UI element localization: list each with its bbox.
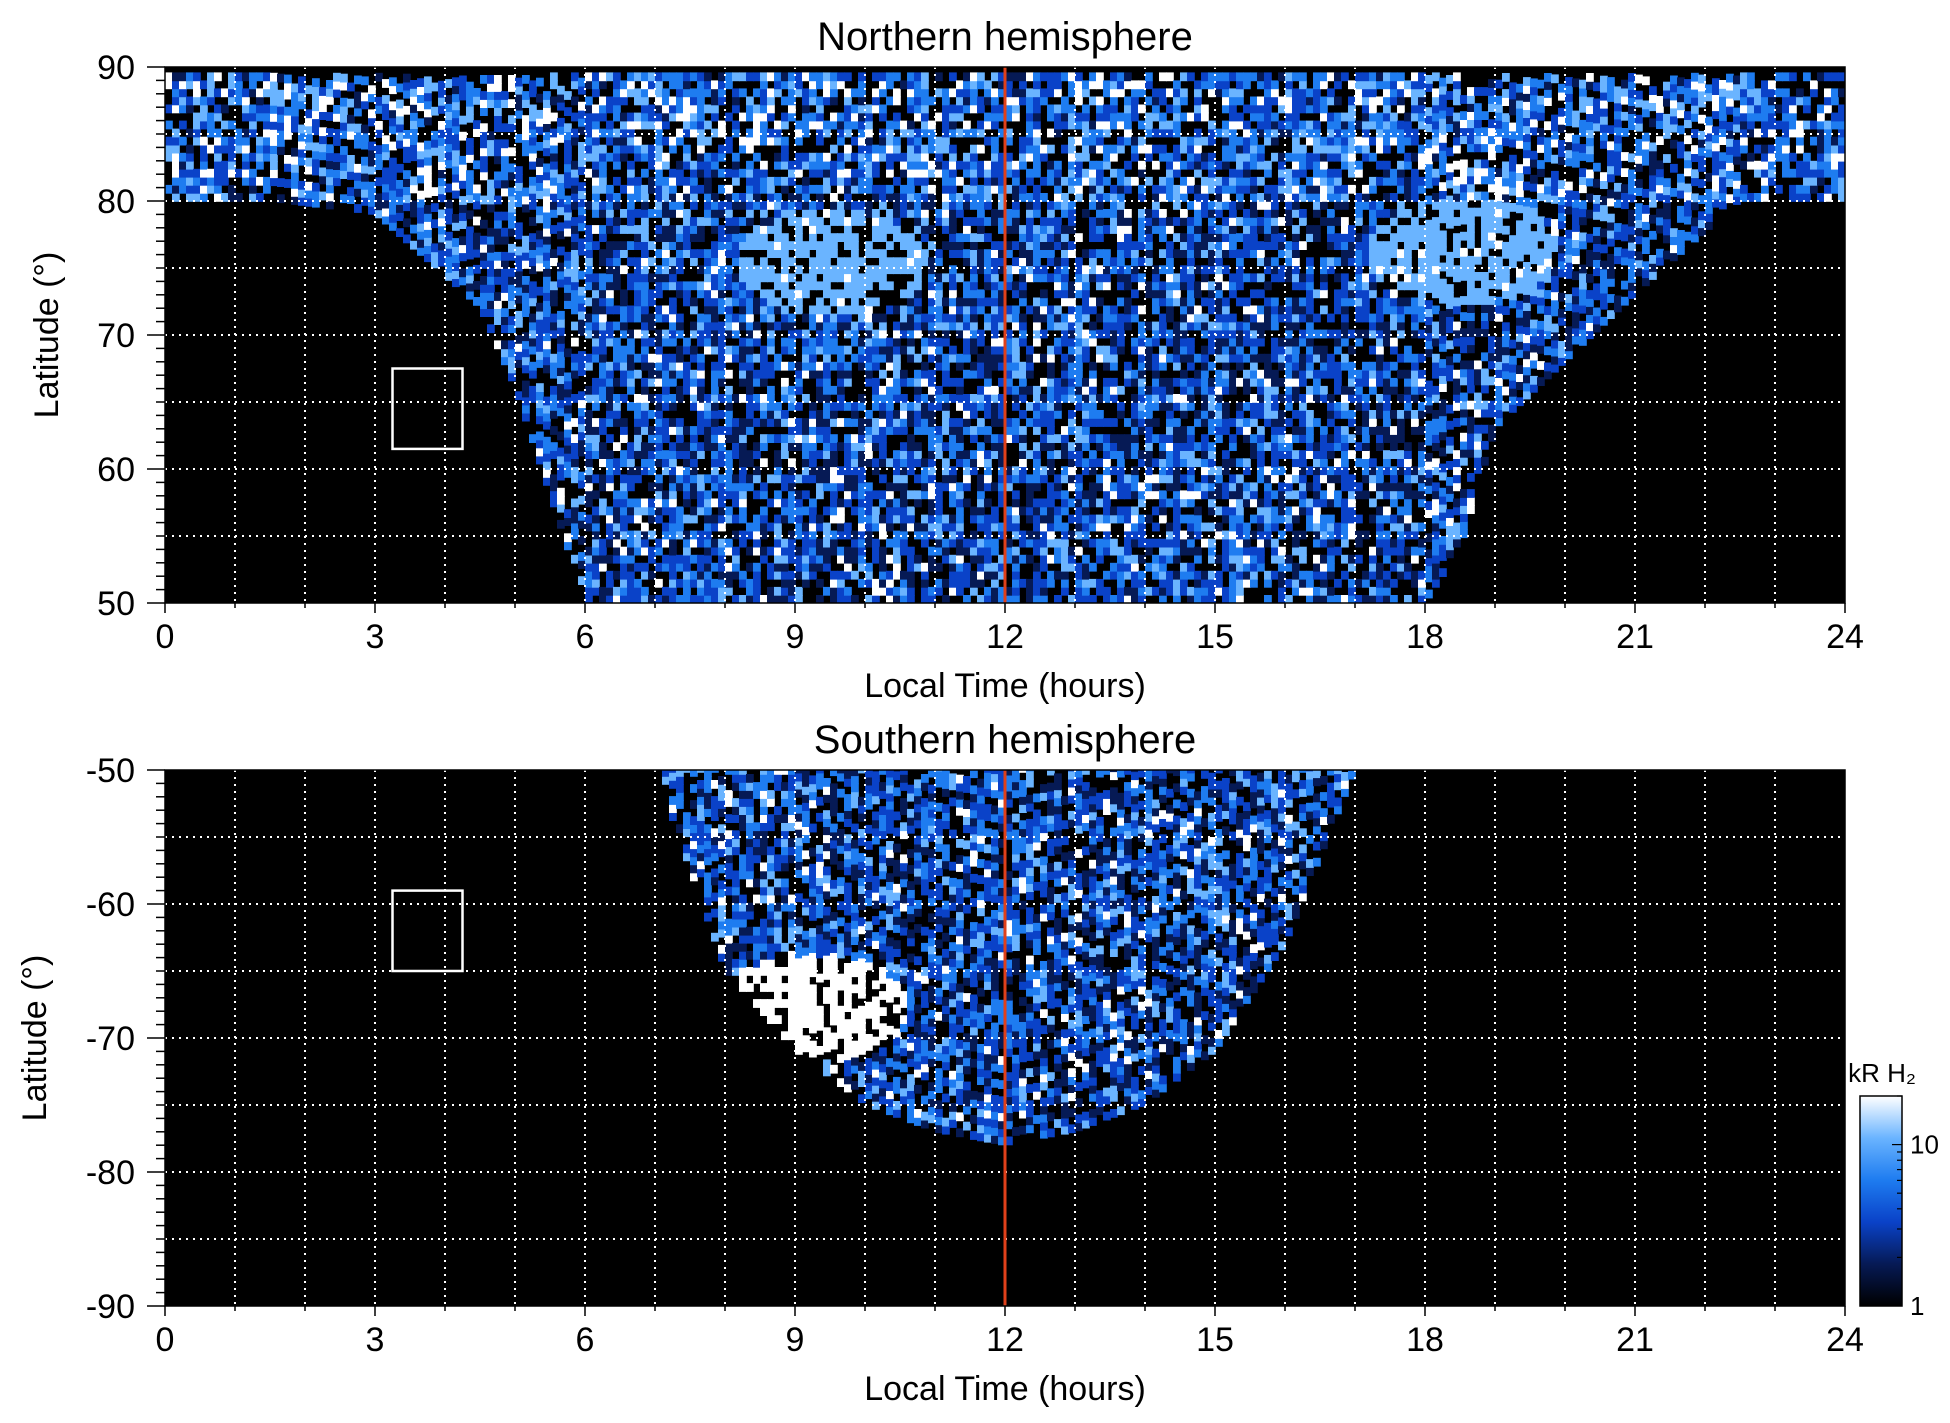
southern-y-ticks: -90 -80 -70 -60 -50 xyxy=(86,752,165,1326)
x-tick-label: 3 xyxy=(366,618,385,656)
y-tick-label: 70 xyxy=(97,317,135,355)
northern-x-ticks: 0 3 6 9 12 15 18 21 24 xyxy=(156,603,1864,656)
y-tick-label: -70 xyxy=(86,1020,135,1058)
x-tick-label: 18 xyxy=(1406,618,1444,656)
colorbar-gradient xyxy=(1859,1095,1903,1307)
northern-intensity-field xyxy=(165,72,1845,603)
x-tick-label: 12 xyxy=(986,618,1024,656)
colorbar-ticks: 10 1 xyxy=(1892,1095,1939,1321)
y-tick-label: -90 xyxy=(86,1288,135,1326)
y-tick-label: 90 xyxy=(97,49,135,87)
colorbar-tick-label: 10 xyxy=(1910,1130,1939,1160)
x-tick-label: 9 xyxy=(786,1321,805,1359)
x-tick-label: 6 xyxy=(576,1321,595,1359)
x-tick-label: 6 xyxy=(576,618,595,656)
colorbar-tick-label: 1 xyxy=(1910,1291,1924,1321)
southern-intensity-field xyxy=(662,770,1356,1146)
y-tick-label: -60 xyxy=(86,886,135,924)
x-tick-label: 3 xyxy=(366,1321,385,1359)
x-tick-label: 24 xyxy=(1826,1321,1864,1359)
x-tick-label: 21 xyxy=(1616,1321,1654,1359)
northern-x-axis-label: Local Time (hours) xyxy=(864,667,1146,705)
northern-y-ticks: 50 60 70 80 90 xyxy=(97,49,165,623)
northern-reference-box xyxy=(391,367,464,451)
northern-panel-title: Northern hemisphere xyxy=(817,15,1193,59)
northern-hemisphere-panel: Northern hemisphere 0 3 6 9 12 15 18 21 24 50 60 7… xyxy=(28,15,1864,705)
northern-y-axis-label: Latitude (°) xyxy=(28,252,66,419)
x-tick-label: 18 xyxy=(1406,1321,1444,1359)
y-tick-label: -80 xyxy=(86,1154,135,1192)
southern-x-ticks: 0 3 6 9 12 15 18 21 24 xyxy=(156,1306,1864,1359)
x-tick-label: 0 xyxy=(156,618,175,656)
southern-y-axis-label: Latitude (°) xyxy=(16,955,54,1122)
x-tick-label: 21 xyxy=(1616,618,1654,656)
x-tick-label: 15 xyxy=(1196,618,1234,656)
southern-hemisphere-panel: Southern hemisphere 0 3 6 9 12 15 18 21 24 -90 -8… xyxy=(16,718,1864,1408)
colorbar-label: kR H₂ xyxy=(1848,1058,1916,1088)
y-tick-label: 50 xyxy=(97,585,135,623)
x-tick-label: 9 xyxy=(786,618,805,656)
colorbar: kR H₂ 10 1 xyxy=(1848,1058,1939,1321)
x-tick-label: 12 xyxy=(986,1321,1024,1359)
southern-reference-box xyxy=(391,889,464,973)
y-tick-label: -50 xyxy=(86,752,135,790)
x-tick-label: 15 xyxy=(1196,1321,1234,1359)
x-tick-label: 24 xyxy=(1826,618,1864,656)
y-tick-label: 80 xyxy=(97,183,135,221)
southern-x-axis-label: Local Time (hours) xyxy=(864,1370,1146,1408)
y-tick-label: 60 xyxy=(97,451,135,489)
x-tick-label: 0 xyxy=(156,1321,175,1359)
southern-panel-title: Southern hemisphere xyxy=(814,718,1196,762)
